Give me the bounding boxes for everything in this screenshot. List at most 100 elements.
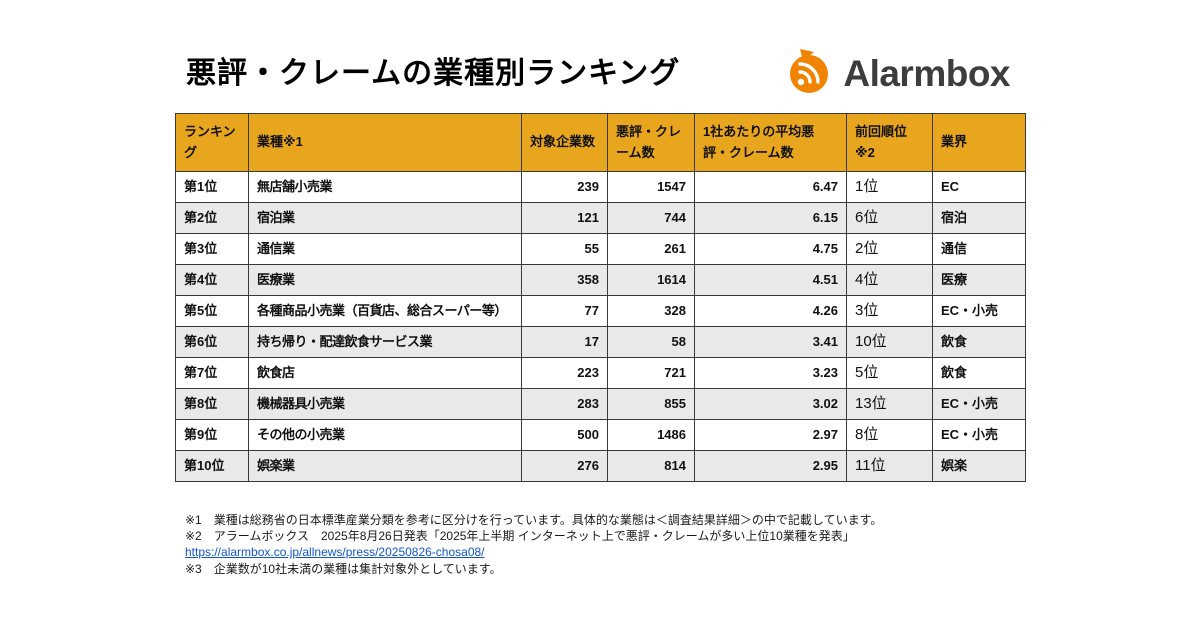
- cell-average: 6.47: [694, 171, 847, 203]
- cell-sector: 飲食: [932, 326, 1026, 358]
- cell-companies: 121: [521, 202, 608, 234]
- cell-industry: 持ち帰り・配達飲食サービス業: [248, 326, 522, 358]
- cell-sector: EC・小売: [932, 388, 1026, 420]
- cell-previous-rank: 4位: [846, 264, 933, 296]
- table-row: 第9位 その他の小売業 500 1486 2.97 8位 EC・小売: [175, 419, 1026, 451]
- footnote-2-link-line: https://alarmbox.co.jp/allnews/press/202…: [185, 544, 882, 560]
- cell-companies: 276: [521, 450, 608, 482]
- cell-sector: 通信: [932, 233, 1026, 265]
- cell-average: 2.97: [694, 419, 847, 451]
- cell-previous-rank: 5位: [846, 357, 933, 389]
- cell-companies: 500: [521, 419, 608, 451]
- cell-industry: 無店舗小売業: [248, 171, 522, 203]
- table-row: 第2位 宿泊業 121 744 6.15 6位 宿泊: [175, 202, 1026, 234]
- cell-complaints: 855: [607, 388, 695, 420]
- cell-companies: 55: [521, 233, 608, 265]
- cell-industry: 飲食店: [248, 357, 522, 389]
- col-header-companies: 対象企業数: [521, 113, 608, 172]
- cell-previous-rank: 6位: [846, 202, 933, 234]
- cell-average: 3.02: [694, 388, 847, 420]
- footnote-3: ※3 企業数が10社未満の業種は集計対象外としています。: [185, 561, 502, 576]
- cell-complaints: 328: [607, 295, 695, 327]
- table-row: 第5位 各種商品小売業（百貨店、総合スーパー等） 77 328 4.26 3位 EC・小売: [175, 295, 1026, 327]
- cell-previous-rank: 3位: [846, 295, 933, 327]
- cell-rank: 第3位: [175, 233, 249, 265]
- footnote-2: ※2 アラームボックス 2025年8月26日発表「2025年上半期 インターネッ…: [185, 529, 855, 544]
- alarmbox-logo-text: Alarmbox: [843, 52, 1010, 94]
- cell-rank: 第8位: [175, 388, 249, 420]
- cell-sector: EC: [932, 171, 1026, 203]
- page-title: 悪評・クレームの業種別ランキング: [186, 57, 681, 90]
- cell-complaints: 1486: [607, 419, 695, 451]
- cell-complaints: 1614: [607, 264, 695, 296]
- table-row: 第1位 無店舗小売業 239 1547 6.47 1位 EC: [175, 171, 1026, 203]
- cell-industry: 宿泊業: [248, 202, 522, 234]
- table-header-row: ランキング 業種※1 対象企業数 悪評・クレーム数 1社あたりの平均悪評・クレー…: [175, 113, 1026, 172]
- cell-complaints: 1547: [607, 171, 695, 203]
- footnotes: ※1 業種は総務省の日本標準産業分類を参考に区分けを行っています。具体的な業態は…: [185, 512, 882, 577]
- cell-rank: 第1位: [175, 171, 249, 203]
- table-body: 第1位 無店舗小売業 239 1547 6.47 1位 EC 第2位 宿泊業 121 744 6.15…: [175, 171, 1026, 482]
- cell-rank: 第5位: [175, 295, 249, 327]
- cell-industry: 各種商品小売業（百貨店、総合スーパー等）: [248, 295, 522, 327]
- cell-previous-rank: 1位: [846, 171, 933, 203]
- cell-companies: 358: [521, 264, 608, 296]
- cell-average: 2.95: [694, 450, 847, 482]
- cell-rank: 第4位: [175, 264, 249, 296]
- ranking-table: ランキング 業種※1 対象企業数 悪評・クレーム数 1社あたりの平均悪評・クレー…: [175, 113, 1026, 482]
- cell-complaints: 721: [607, 357, 695, 389]
- cell-industry: 医療業: [248, 264, 522, 296]
- col-header-sector: 業界: [932, 113, 1026, 172]
- col-header-complaints: 悪評・クレーム数: [607, 113, 695, 172]
- cell-previous-rank: 13位: [846, 388, 933, 420]
- cell-companies: 283: [521, 388, 608, 420]
- cell-companies: 77: [521, 295, 608, 327]
- col-header-average: 1社あたりの平均悪評・クレーム数: [694, 113, 847, 172]
- table-row: 第8位 機械器具小売業 283 855 3.02 13位 EC・小売: [175, 388, 1026, 420]
- cell-rank: 第9位: [175, 419, 249, 451]
- cell-complaints: 744: [607, 202, 695, 234]
- footnote-source-link[interactable]: https://alarmbox.co.jp/allnews/press/202…: [185, 545, 485, 560]
- cell-complaints: 261: [607, 233, 695, 265]
- table-row: 第3位 通信業 55 261 4.75 2位 通信: [175, 233, 1026, 265]
- col-header-previous-rank: 前回順位※2: [846, 113, 933, 172]
- cell-companies: 223: [521, 357, 608, 389]
- cell-complaints: 814: [607, 450, 695, 482]
- alarmbox-logo: Alarmbox: [786, 48, 1010, 99]
- cell-industry: 娯楽業: [248, 450, 522, 482]
- cell-average: 4.26: [694, 295, 847, 327]
- table-row: 第7位 飲食店 223 721 3.23 5位 飲食: [175, 357, 1026, 389]
- cell-sector: 娯楽: [932, 450, 1026, 482]
- cell-rank: 第10位: [175, 450, 249, 482]
- cell-industry: 機械器具小売業: [248, 388, 522, 420]
- col-header-industry: 業種※1: [248, 113, 522, 172]
- cell-average: 3.41: [694, 326, 847, 358]
- table-row: 第6位 持ち帰り・配達飲食サービス業 17 58 3.41 10位 飲食: [175, 326, 1026, 358]
- cell-sector: 宿泊: [932, 202, 1026, 234]
- cell-previous-rank: 8位: [846, 419, 933, 451]
- cell-previous-rank: 10位: [846, 326, 933, 358]
- cell-sector: EC・小売: [932, 419, 1026, 451]
- cell-industry: その他の小売業: [248, 419, 522, 451]
- cell-companies: 17: [521, 326, 608, 358]
- cell-average: 4.75: [694, 233, 847, 265]
- alarmbox-logo-icon: [786, 48, 834, 99]
- cell-industry: 通信業: [248, 233, 522, 265]
- col-header-ranking: ランキング: [175, 113, 249, 172]
- cell-previous-rank: 11位: [846, 450, 933, 482]
- cell-rank: 第2位: [175, 202, 249, 234]
- cell-average: 6.15: [694, 202, 847, 234]
- table-row: 第4位 医療業 358 1614 4.51 4位 医療: [175, 264, 1026, 296]
- cell-companies: 239: [521, 171, 608, 203]
- footnote-1: ※1 業種は総務省の日本標準産業分類を参考に区分けを行っています。具体的な業態は…: [185, 513, 883, 527]
- cell-sector: EC・小売: [932, 295, 1026, 327]
- cell-sector: 医療: [932, 264, 1026, 296]
- cell-average: 3.23: [694, 357, 847, 389]
- cell-rank: 第7位: [175, 357, 249, 389]
- cell-previous-rank: 2位: [846, 233, 933, 265]
- cell-sector: 飲食: [932, 357, 1026, 389]
- cell-complaints: 58: [607, 326, 695, 358]
- cell-rank: 第6位: [175, 326, 249, 358]
- cell-average: 4.51: [694, 264, 847, 296]
